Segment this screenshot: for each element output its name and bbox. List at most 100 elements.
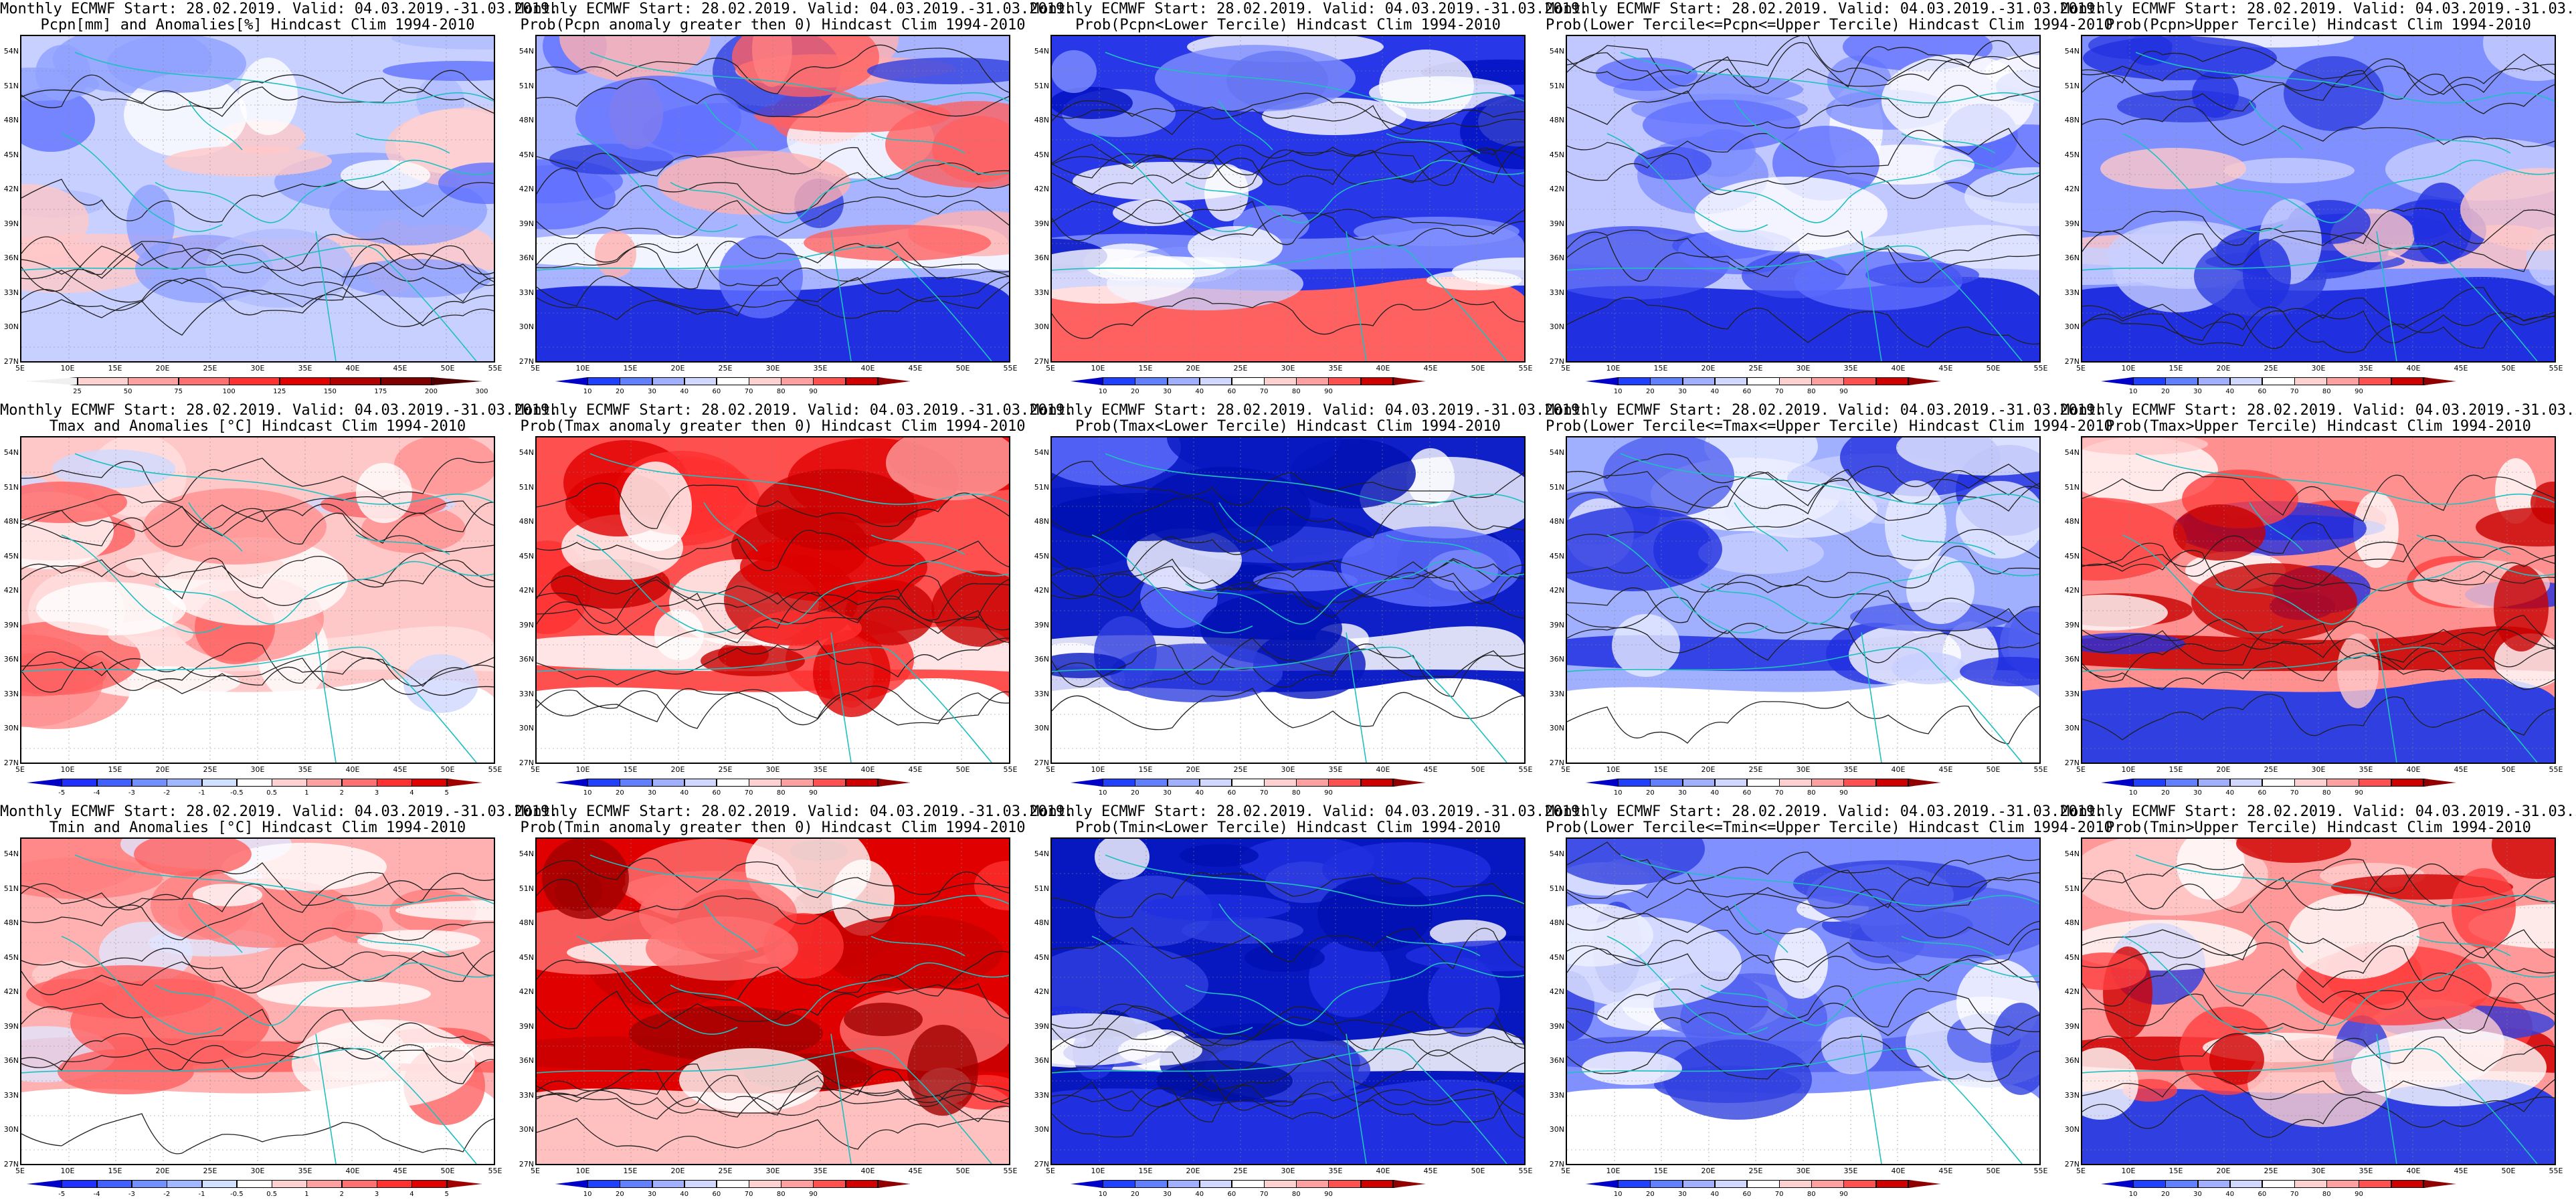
colorbar-label: -4 [93, 789, 100, 797]
lon-tick-label: 20E [1186, 765, 1200, 774]
colorbar-segment [411, 1180, 448, 1188]
lon-tick-label: 30E [765, 1167, 780, 1175]
lat-tick-label: 45N [2064, 551, 2080, 561]
lat-tick-label: 45N [519, 551, 534, 561]
colorbar-label: 20 [2160, 789, 2170, 797]
colorbar-label: 300 [475, 388, 488, 395]
colorbar-segment [1779, 377, 1812, 385]
lat-tick-label: 39N [519, 219, 534, 228]
colorbar-segment [684, 1180, 717, 1188]
colorbar-label: 50 [123, 388, 132, 395]
colorbar-label: 30 [1678, 1191, 1687, 1198]
lon-tick-label: 35E [298, 1167, 312, 1175]
lat-tick-label: 36N [1549, 655, 1564, 664]
lat-tick-label: 42N [519, 987, 534, 996]
lat-tick-label: 33N [1034, 689, 1049, 698]
colorbar-label: 100 [222, 388, 236, 395]
colorbar-label: 80 [776, 388, 786, 395]
colorbar-label: 60 [2258, 1191, 2267, 1198]
colorbar-segment [1586, 377, 1619, 385]
map-svg [537, 839, 1009, 1164]
colorbar-segment [1103, 377, 1135, 385]
colorbar-segment [749, 1180, 781, 1188]
colorbar-segment [716, 779, 749, 787]
colorbar-label: -5 [58, 1191, 66, 1198]
colorbar-segment [1714, 1180, 1748, 1188]
colorbar-label: 10 [1098, 388, 1107, 395]
lat-tick-label: 30N [1549, 724, 1564, 732]
lat-tick-label: 30N [519, 1125, 534, 1134]
lat-tick-label: 27N [2064, 758, 2080, 767]
lon-tick-label: 15E [1653, 364, 1668, 373]
colorbar-label: 60 [1742, 789, 1752, 797]
colorbar-segment [620, 779, 653, 787]
lon-tick-label: 45E [2454, 364, 2468, 373]
colorbar-segment [306, 779, 343, 787]
map-panel: Monthly ECMWF Start: 28.02.2019. Valid: … [515, 401, 1073, 803]
lon-tick-label: 10E [60, 1167, 75, 1175]
lon-tick-label: 55E [1003, 765, 1018, 774]
lon-tick-label: 50E [955, 364, 970, 373]
colorbar-segment [684, 779, 717, 787]
lat-tick-label: 48N [519, 517, 534, 526]
colorbar-segment [1328, 377, 1362, 385]
lat-tick-label: 39N [3, 219, 19, 228]
lat-tick-label: 39N [1549, 620, 1564, 629]
colorbar-segment [2101, 1180, 2134, 1188]
lon-tick-label: 40E [860, 364, 875, 373]
colorbar-label: 175 [374, 388, 387, 395]
colorbar-segment [781, 779, 814, 787]
colorbar-segment [1071, 779, 1103, 787]
colorbar-segment [1231, 377, 1265, 385]
colorbar-segment [877, 779, 911, 787]
lat-tick-label: 51N [3, 81, 19, 90]
map-svg [2082, 437, 2555, 763]
lat-tick-label: 54N [1549, 448, 1564, 457]
colorbar-segment [2359, 1180, 2392, 1188]
colorbar-segment [1231, 779, 1265, 787]
colorbar-segment [1103, 1180, 1135, 1188]
lat-tick-label: 48N [1549, 517, 1564, 526]
map-field [2081, 837, 2556, 1165]
lat-tick-label: 30N [519, 322, 534, 331]
colorbar-segment [2423, 1180, 2456, 1188]
lon-tick-label: 50E [955, 1167, 970, 1175]
lat-tick-label: 45N [3, 150, 19, 159]
panel-title-line2: Prob(Lower Tercile<=Tmax<=Upper Tercile)… [1546, 418, 2113, 435]
colorbar-label: 20 [2160, 388, 2170, 395]
lon-tick-label: 40E [1376, 1167, 1390, 1175]
colorbar-segment [377, 1180, 412, 1188]
lon-tick-label: 40E [1891, 364, 1906, 373]
lat-tick-label: 27N [519, 357, 534, 366]
lon-tick-label: 10E [1606, 1167, 1621, 1175]
lat-tick-label: 42N [1549, 586, 1564, 595]
colorbar-segment [587, 779, 620, 787]
lat-tick-label: 39N [1034, 1021, 1049, 1031]
colorbar-label: 60 [1227, 1191, 1236, 1198]
colorbar-segment [128, 377, 179, 385]
lat-tick-label: 42N [3, 987, 19, 996]
colorbar-label: 10 [2128, 789, 2138, 797]
lat-tick-label: 54N [1034, 47, 1049, 56]
lon-tick-label: 45E [908, 765, 923, 774]
colorbar-segment [2262, 377, 2295, 385]
lon-tick-label: 25E [203, 1167, 217, 1175]
colorbar-segment [2391, 377, 2424, 385]
lat-tick-label: 51N [1034, 884, 1049, 893]
lon-tick-label: 35E [2359, 364, 2373, 373]
lat-tick-label: 33N [3, 1090, 19, 1100]
lat-tick-label: 36N [1034, 1056, 1049, 1065]
colorbar-label: 40 [680, 388, 689, 395]
lon-tick-label: 20E [1701, 765, 1716, 774]
lon-tick-label: 55E [2549, 1167, 2563, 1175]
colorbar-label: 70 [1774, 1191, 1784, 1198]
colorbar-segment [652, 377, 685, 385]
colorbar-segment [813, 1180, 846, 1188]
colorbar-label: 20 [1130, 388, 1139, 395]
colorbar-label: 60 [1742, 1191, 1752, 1198]
colorbar-segment [2359, 779, 2392, 787]
lat-tick-label: 42N [1549, 185, 1564, 193]
panel-title-line1: Monthly ECMWF Start: 28.02.2019. Valid: … [1030, 402, 1589, 419]
lon-tick-label: 20E [1701, 1167, 1716, 1175]
colorbar-segment [2133, 1180, 2166, 1188]
